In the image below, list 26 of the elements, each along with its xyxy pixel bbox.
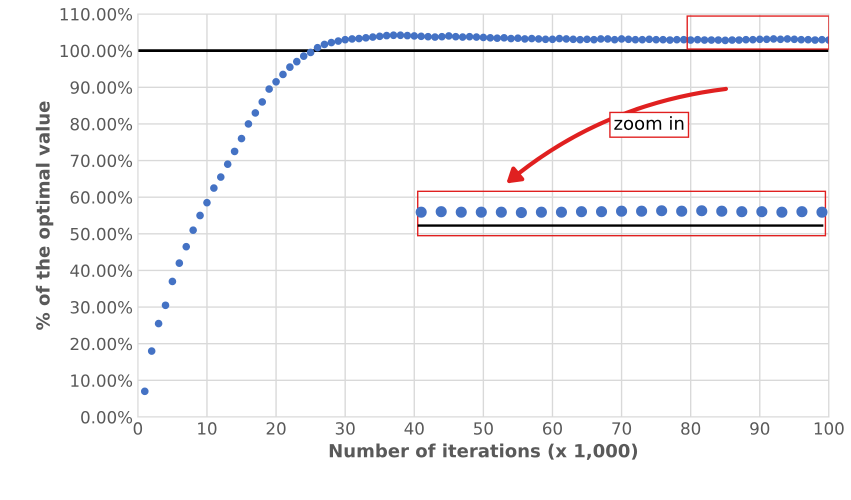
y-axis-title: % of the optimal value [36, 101, 54, 330]
y-tick-label: 100.00% [60, 44, 132, 58]
y-tick-label: 80.00% [70, 118, 132, 130]
y-tick-label: 0.00% [81, 410, 132, 424]
x-tick-label: 30 [336, 422, 355, 435]
y-tick-label: 110.00% [60, 8, 132, 21]
x-tick-label: 20 [266, 422, 286, 435]
x-tick-label: 100 [814, 422, 844, 435]
y-tick-label: 50.00% [70, 228, 132, 240]
y-tick-label: 20.00% [70, 338, 132, 350]
y-tick-label: 40.00% [70, 264, 132, 278]
x-tick-label: 60 [543, 422, 562, 435]
annotation: zoom in [614, 116, 684, 130]
x-tick-label: 90 [750, 422, 770, 435]
y-tick-label: 60.00% [70, 191, 132, 204]
y-tick-label: 30.00% [70, 301, 132, 314]
x-tick-label: 10 [198, 422, 216, 435]
x-tick-label: 0 [134, 422, 142, 435]
x-tick-label: 50 [474, 422, 493, 435]
x-tick-label: 40 [404, 422, 424, 435]
y-tick-label: 10.00% [71, 374, 132, 387]
y-tick-label: 90.00% [70, 81, 132, 94]
x-axis-title: Number of iterations (x 1,000) [330, 444, 638, 460]
x-tick-label: 70 [612, 422, 632, 435]
y-tick-label: 70.00% [70, 154, 132, 168]
x-tick-label: 80 [681, 422, 700, 435]
